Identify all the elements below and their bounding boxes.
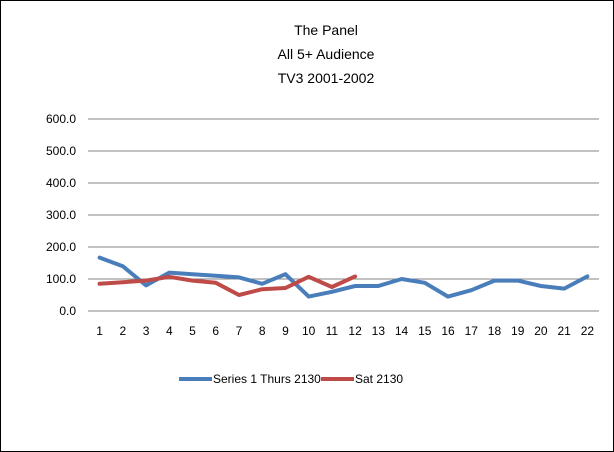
- x-tick-label: 15: [418, 324, 432, 338]
- y-tick-label: 300.0: [46, 208, 76, 222]
- x-tick-label: 4: [166, 324, 173, 338]
- x-tick-label: 22: [581, 324, 595, 338]
- legend: Series 1 Thurs 2130 Sat 2130: [179, 372, 403, 386]
- x-tick-label: 5: [189, 324, 196, 338]
- x-tick-label: 2: [119, 324, 126, 338]
- x-tick-label: 3: [143, 324, 150, 338]
- y-tick-label: 200.0: [46, 240, 76, 254]
- chart-title-line-1: The Panel: [294, 22, 358, 38]
- legend-label: Series 1 Thurs 2130: [213, 372, 321, 386]
- x-tick-label: 6: [212, 324, 219, 338]
- series-lines: [97, 255, 590, 299]
- x-tick-label: 20: [534, 324, 548, 338]
- x-tick-label: 9: [282, 324, 289, 338]
- y-tick-label: 500.0: [46, 144, 76, 158]
- y-axis-tick-labels: 0.0 100.0 200.0 300.0 400.0 500.0 600.0: [46, 112, 76, 318]
- x-tick-label: 7: [236, 324, 243, 338]
- y-tick-label: 0.0: [59, 304, 76, 318]
- chart-title-line-2: All 5+ Audience: [278, 46, 375, 62]
- y-tick-label: 400.0: [46, 176, 76, 190]
- x-tick-label: 13: [372, 324, 386, 338]
- y-tick-label: 600.0: [46, 112, 76, 126]
- x-axis-tick-labels: 1 2 3 4 5 6 7 8 9 10 11 12 13 14 15 16 17 18 19 20 21 22: [96, 324, 594, 338]
- x-tick-label: 1: [96, 324, 103, 338]
- x-tick-label: 12: [348, 324, 362, 338]
- chart-title: The Panel All 5+ Audience TV3 2001-2002: [278, 22, 375, 86]
- x-tick-label: 19: [511, 324, 525, 338]
- x-tick-label: 8: [259, 324, 266, 338]
- y-tick-label: 100.0: [46, 272, 76, 286]
- x-tick-label: 11: [326, 324, 339, 338]
- chart-title-line-3: TV3 2001-2002: [278, 70, 375, 86]
- x-tick-label: 18: [488, 324, 502, 338]
- x-tick-label: 14: [395, 324, 409, 338]
- x-tick-label: 17: [465, 324, 479, 338]
- series-line-2: [97, 274, 358, 297]
- x-tick-label: 16: [441, 324, 455, 338]
- series-line-1: [97, 255, 590, 299]
- legend-label: Sat 2130: [355, 372, 403, 386]
- x-tick-label: 21: [557, 324, 571, 338]
- x-tick-label: 10: [302, 324, 316, 338]
